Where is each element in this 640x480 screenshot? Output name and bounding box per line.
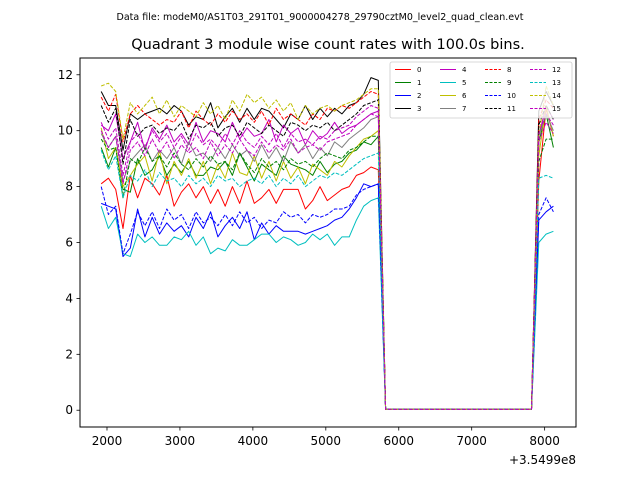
x-tick-label: 8000 <box>529 434 560 448</box>
plot-lines <box>100 77 554 410</box>
series-line-8 <box>100 91 554 410</box>
x-axis: 2000 3000 4000 5000 6000 7000 8000 <box>92 427 560 448</box>
x-tick-label: 7000 <box>456 434 487 448</box>
y-tick-label: 8 <box>65 180 73 194</box>
x-tick-label: 4000 <box>238 434 269 448</box>
legend-label-10: 10 <box>507 92 516 100</box>
legend-label-13: 13 <box>552 79 561 87</box>
y-tick-label: 6 <box>65 236 73 250</box>
legend-label-6: 6 <box>462 92 467 100</box>
y-axis: 0 2 4 6 8 10 12 <box>58 68 80 417</box>
x-tick-label: 2000 <box>92 434 123 448</box>
series-line-13 <box>100 150 554 410</box>
legend-label-7: 7 <box>462 105 466 113</box>
legend-label-0: 0 <box>417 66 421 74</box>
legend-label-11: 11 <box>507 105 516 113</box>
series-line-14 <box>101 82 554 410</box>
series-line-15 <box>100 105 554 410</box>
y-tick-label: 0 <box>65 403 73 417</box>
y-tick-label: 2 <box>65 347 73 361</box>
x-tick-label: 3000 <box>165 434 196 448</box>
legend-label-4: 4 <box>462 66 467 74</box>
chart-title: Quadrant 3 module wise count rates with … <box>131 37 525 53</box>
x-tick-label: 6000 <box>383 434 414 448</box>
y-tick-label: 4 <box>65 291 73 305</box>
legend-box <box>389 61 573 119</box>
legend-label-8: 8 <box>507 66 511 74</box>
legend-label-3: 3 <box>417 105 421 113</box>
x-offset-label: +3.5499e8 <box>509 453 576 467</box>
figure-suptitle: Data file: modeM0/AS1T03_291T01_90000042… <box>117 12 524 23</box>
x-tick-label: 5000 <box>311 434 342 448</box>
legend-label-9: 9 <box>507 79 511 87</box>
legend-label-5: 5 <box>462 79 466 87</box>
legend-label-2: 2 <box>417 92 421 100</box>
legend-label-14: 14 <box>552 92 561 100</box>
y-tick-label: 12 <box>58 68 73 82</box>
y-tick-label: 10 <box>58 124 73 138</box>
legend-label-12: 12 <box>552 66 561 74</box>
legend-label-15: 15 <box>552 105 561 113</box>
legend-label-1: 1 <box>417 79 421 87</box>
